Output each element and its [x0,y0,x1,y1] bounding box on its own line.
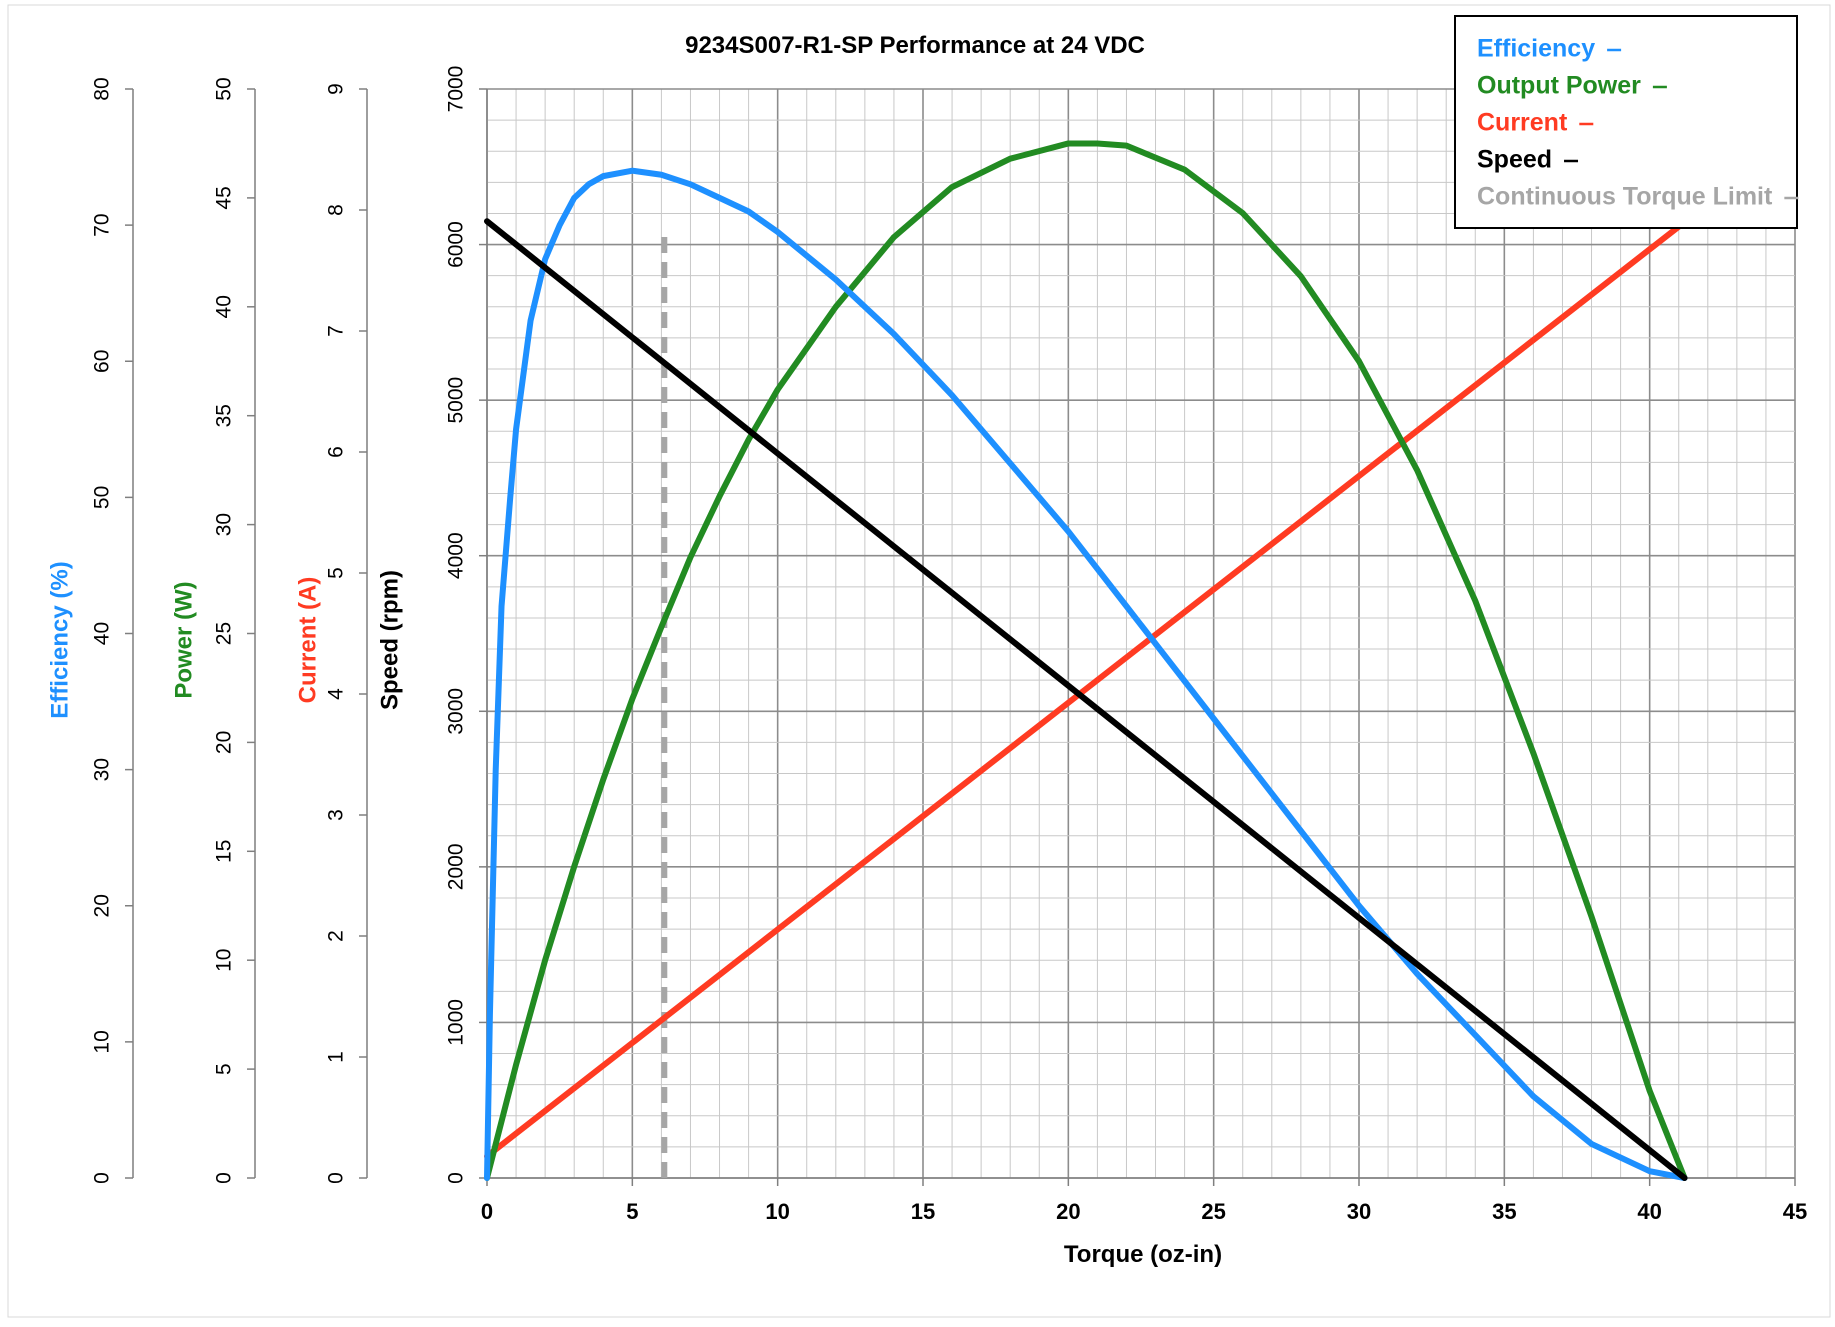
efficiency-axis-label: Efficiency (%) [46,561,73,718]
current-tick-label: 7 [325,325,348,337]
speed-tick-label: 2000 [445,843,468,890]
efficiency-tick-label: 40 [91,622,114,645]
speed-tick-label: 5000 [445,377,468,424]
current-series-line [484,219,1688,1160]
power-tick-label: 45 [213,186,236,209]
speed-tick-label: 0 [445,1172,468,1184]
power-tick-label: 15 [213,840,236,863]
x-tick-label: 25 [1201,1199,1225,1224]
current-axis-label: Current (A) [294,577,321,704]
speed-tick-label: 4000 [445,532,468,579]
series-layer [484,140,1688,1181]
x-tick-label: 20 [1056,1199,1080,1224]
efficiency-tick-label: 0 [91,1172,114,1184]
speed-axis: 0 1000 2000 3000 4000 5000 6000 7000 Speed (rpm) [376,66,488,1184]
efficiency-axis: 0 10 20 30 40 50 60 70 80 Efficiency (%) [46,77,134,1184]
power-tick-label: 30 [213,513,236,536]
efficiency-tick-label: 60 [91,350,114,373]
x-axis-label: Torque (oz-in) [1064,1241,1222,1268]
power-tick-label: 0 [213,1172,236,1184]
speed-series-line [484,218,1688,1181]
power-axis: 0 5 10 15 20 25 30 35 40 45 50 Power (W) [170,77,256,1184]
current-tick-label: 8 [325,204,348,216]
power-axis-label: Power (W) [170,581,197,698]
legend-box [1454,15,1798,229]
power-tick-label: 10 [213,949,236,972]
power-tick-label: 35 [213,404,236,427]
legend-label-current: Current [1477,109,1568,137]
current-tick-label: 0 [325,1172,348,1184]
efficiency-tick-label: 70 [91,213,114,236]
current-tick-label: 4 [325,688,348,700]
chart-title: 9234S007-R1-SP Performance at 24 VDC [685,32,1145,59]
legend-label-output-power: Output Power [1477,72,1641,100]
x-tick-label: 40 [1637,1199,1661,1224]
axes-layer: 0 5 10 15 20 25 30 35 40 4501020304050607080Effic… [46,66,1807,1224]
speed-tick-label: 7000 [445,66,468,113]
current-tick-label: 3 [325,809,348,821]
efficiency-tick-label: 80 [91,77,114,100]
current-tick-label: 2 [325,930,348,942]
current-tick-label: 5 [325,567,348,579]
legend-label-efficiency: Efficiency [1477,35,1595,63]
legend-label-speed: Speed [1477,146,1552,174]
current-axis: 0 1 2 3 4 5 6 7 8 9 Current (A) [294,83,368,1184]
x-tick-label: 5 [626,1199,638,1224]
efficiency-tick-label: 50 [91,486,114,509]
current-tick-label: 6 [325,446,348,458]
efficiency-tick-label: 10 [91,1030,114,1053]
efficiency-tick-label: 20 [91,894,114,917]
x-tick-label: 35 [1492,1199,1516,1224]
current-tick-label: 9 [325,83,348,95]
speed-tick-label: 1000 [445,999,468,1046]
x-tick-label: 45 [1783,1199,1807,1224]
speed-tick-label: 6000 [445,221,468,268]
output-power-series-line [484,140,1688,1181]
x-tick-label: 10 [765,1199,789,1224]
power-tick-label: 20 [213,731,236,754]
x-tick-label: 15 [911,1199,935,1224]
legend-label-continuous-torque-limit: Continuous Torque Limit [1477,183,1773,211]
current-tick-label: 1 [325,1051,348,1063]
power-tick-label: 5 [213,1063,236,1075]
legend: Efficiency Output Power Current Speed Contin… [1454,15,1799,229]
x-tick-label: 30 [1347,1199,1371,1224]
power-tick-label: 25 [213,622,236,645]
power-tick-label: 40 [213,295,236,318]
speed-tick-label: 3000 [445,688,468,735]
speed-axis-label: Speed (rpm) [376,570,403,710]
x-tick-label: 0 [481,1199,493,1224]
efficiency-tick-label: 30 [91,758,114,781]
power-tick-label: 50 [213,77,236,100]
